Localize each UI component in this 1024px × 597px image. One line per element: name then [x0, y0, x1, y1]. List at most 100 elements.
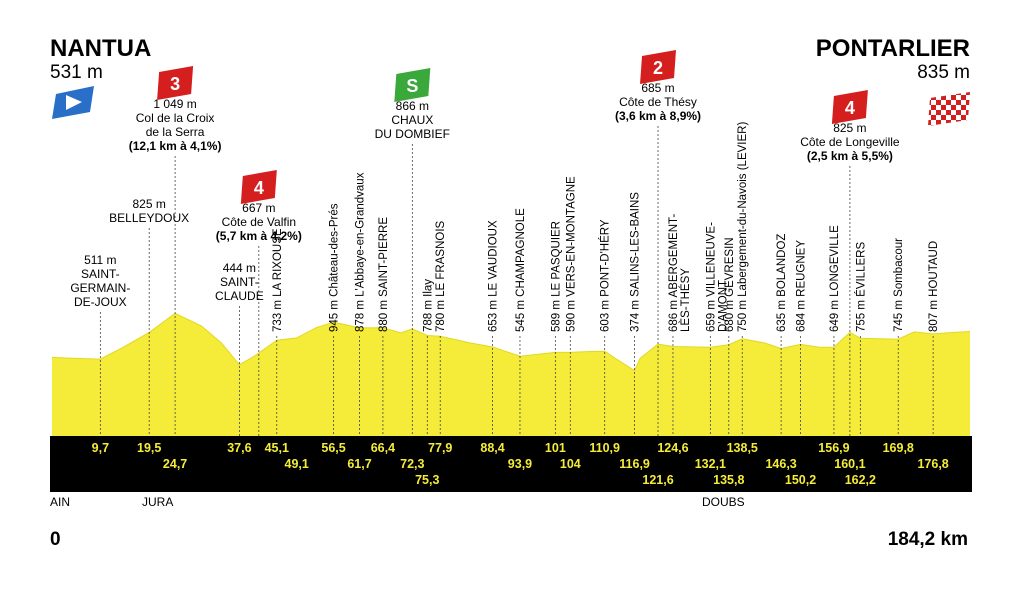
km-mark: 45,1	[265, 441, 289, 455]
place-label: 685 m	[641, 81, 674, 95]
km-mark: 150,2	[785, 473, 816, 487]
place-label: SAINT-	[220, 275, 259, 289]
place-label: 866 m	[396, 99, 429, 113]
climb-category-label: 3	[170, 74, 180, 94]
km-mark: 176,8	[917, 457, 948, 471]
place-label: 545 m CHAMPAGNOLE	[515, 208, 527, 332]
place-label: (3,6 km à 8,9%)	[615, 109, 701, 123]
place-label: BELLEYDOUX	[109, 211, 189, 225]
place-label: 589 m LE PASQUIER	[550, 221, 562, 332]
km-mark: 93,9	[508, 457, 532, 471]
region-doubs: DOUBS	[702, 495, 745, 509]
place-label: SAINT-	[81, 267, 120, 281]
start-city: NANTUA	[50, 35, 151, 62]
climb-category-badge-icon	[831, 90, 868, 124]
km-mark: 24,7	[163, 457, 187, 471]
place-label: 649 m LONGEVILLE	[829, 225, 841, 332]
km-mark: 116,9	[619, 457, 650, 471]
place-label: 511 m	[84, 253, 116, 267]
km-mark: 146,3	[765, 457, 796, 471]
km-mark: 72,3	[400, 457, 424, 471]
place-label: 444 m	[223, 261, 256, 275]
place-label: CLAUDE	[215, 289, 264, 303]
place-label: D'AMONT	[717, 280, 729, 332]
place-label: 788 m Ilay	[422, 279, 434, 332]
distance-total: 184,2 km	[888, 529, 968, 550]
place-label: GERMAIN-	[70, 281, 130, 295]
place-label: 374 m SALINS-LES-BAINS	[630, 192, 642, 332]
place-label: de la Serra	[146, 125, 205, 139]
climb-category-label: 4	[254, 178, 264, 198]
region-ain: AIN	[50, 495, 70, 509]
place-label: (12,1 km à 4,1%)	[129, 139, 222, 153]
km-mark: 66,4	[371, 441, 395, 455]
place-label: DU DOMBIEF	[375, 127, 450, 141]
km-mark: 49,1	[285, 457, 309, 471]
km-mark: 110,9	[589, 441, 620, 455]
place-label: 635 m BOLANDOZ	[776, 234, 788, 332]
region-jura: JURA	[142, 495, 173, 509]
place-label: 750 m Labergement-du-Navois (LEVIER)	[737, 122, 749, 332]
km-mark: 19,5	[137, 441, 161, 455]
sprint-label: S	[406, 76, 418, 96]
place-label: (5,7 km à 4,2%)	[216, 229, 302, 243]
km-mark: 56,5	[321, 441, 345, 455]
sprint-badge-icon	[394, 68, 431, 102]
place-label: 780 m LE FRASNOIS	[435, 220, 447, 332]
place-label: 653 m LE VAUDIOUX	[488, 220, 500, 332]
km-mark: 160,1	[834, 457, 865, 471]
place-label: Col de la Croix	[136, 111, 215, 125]
km-mark: 124,6	[657, 441, 688, 455]
place-label: (2,5 km à 5,5%)	[807, 149, 893, 163]
place-label: Côte de Longeville	[800, 135, 900, 149]
place-label: 1 049 m	[153, 97, 196, 111]
km-mark: 121,6	[642, 473, 673, 487]
km-mark: 9,7	[92, 441, 109, 455]
place-label: 878 m L'Abbaye-en-Grandvaux	[354, 172, 366, 332]
place-label: 945 m Château-des-Prés	[329, 203, 341, 332]
km-mark: 169,8	[883, 441, 914, 455]
place-label: 686 m ABERGEMENT-	[668, 214, 680, 332]
km-mark: 77,9	[428, 441, 452, 455]
place-label: LÈS-THÉSY	[679, 268, 692, 332]
finish-city: PONTARLIER	[816, 35, 970, 62]
km-mark: 135,8	[713, 473, 744, 487]
climb-category-badge-icon	[640, 50, 677, 84]
place-label: 880 m SAINT-PIERRE	[378, 217, 390, 332]
place-label: DE-JOUX	[74, 295, 127, 309]
km-mark: 156,9	[818, 441, 849, 455]
km-mark: 162,2	[845, 473, 876, 487]
place-label: 667 m	[242, 201, 275, 215]
distance-band	[50, 436, 972, 492]
start-altitude: 531 m	[50, 62, 103, 83]
play-flag-icon	[52, 86, 94, 119]
finish-altitude: 835 m	[917, 62, 970, 83]
km-mark: 138,5	[727, 441, 758, 455]
profile-area	[52, 313, 970, 436]
place-label: 684 m REUGNEY	[796, 240, 808, 332]
km-mark: 75,3	[415, 473, 439, 487]
place-label: 603 m PONT-D'HÉRY	[599, 219, 612, 332]
climb-category-label: 2	[653, 58, 663, 78]
place-label: CHAUX	[391, 113, 433, 127]
place-label: 590 m VERS-EN-MONTAGNE	[565, 176, 577, 332]
place-label: Côte de Valfin	[222, 215, 297, 229]
place-label: 825 m	[833, 121, 866, 135]
place-label: 745 m Sombacour	[893, 238, 905, 332]
km-mark: 37,6	[227, 441, 251, 455]
km-mark: 104	[560, 457, 581, 471]
climb-category-label: 4	[845, 98, 855, 118]
km-mark: 88,4	[480, 441, 504, 455]
place-label: 659 m VILLENEUVE-	[705, 222, 717, 332]
km-mark: 132,1	[695, 457, 726, 471]
checkered-flag-icon	[928, 92, 970, 126]
place-label: 807 m HOUTAUD	[928, 241, 940, 332]
climb-category-badge-icon	[157, 66, 194, 100]
place-label: 825 m	[133, 197, 166, 211]
place-label: 755 m ÉVILLERS	[854, 242, 867, 332]
km-mark: 101	[545, 441, 566, 455]
climb-category-badge-icon	[240, 170, 277, 204]
distance-start: 0	[50, 529, 61, 550]
